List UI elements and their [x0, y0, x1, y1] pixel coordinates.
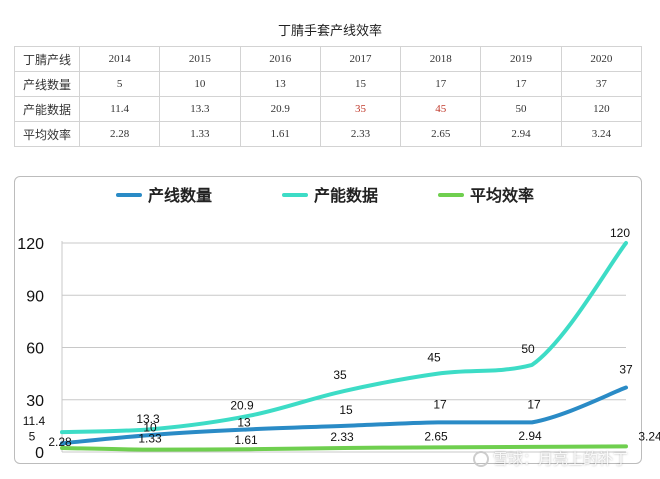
table-year-header: 2019	[480, 46, 562, 72]
table-cell: 2.33	[319, 121, 402, 147]
series-line-lines	[60, 385, 628, 446]
table-cell: 1.33	[159, 121, 241, 147]
data-label: 13.3	[136, 412, 160, 426]
table-cell: 17	[400, 71, 482, 97]
series-line-efficiency	[60, 444, 628, 452]
table-cell: 37	[560, 71, 643, 97]
table-year-header: 2014	[78, 46, 161, 72]
y-tick-label: 60	[26, 341, 44, 358]
data-label: 2.33	[330, 430, 354, 444]
data-label: 10	[143, 421, 157, 435]
data-label: 2.65	[424, 429, 448, 443]
snowball-logo-icon	[473, 450, 489, 467]
table-cell: 2.65	[400, 121, 482, 147]
table-cell: 45	[400, 96, 482, 122]
data-label: 20.9	[230, 399, 254, 413]
table-cell: 1.61	[239, 121, 321, 147]
table-cell: 2.28	[78, 121, 161, 147]
chart-frame	[14, 176, 642, 464]
watermark-text: 雪球：月亮上的补丁	[493, 450, 629, 468]
table-year-header: 2020	[560, 46, 643, 72]
watermark: 雪球：月亮上的补丁	[473, 448, 628, 469]
page-title: 丁腈手套产线效率	[277, 24, 382, 39]
data-label: 17	[433, 397, 447, 411]
table-cell: 20.9	[239, 96, 321, 122]
data-label: 2.94	[518, 429, 542, 443]
table-cell: 120	[560, 96, 643, 122]
table-cell: 2.94	[480, 121, 562, 147]
data-label: 11.4	[23, 414, 46, 428]
data-label: 2.28	[48, 435, 72, 449]
legend-label: 产线数量	[148, 186, 212, 205]
data-label: 1.61	[234, 433, 258, 447]
table-row: 平均效率 2.28 1.33 1.61 2.33 2.65 2.94 3.24	[14, 121, 643, 147]
data-label: 3.24	[638, 429, 660, 443]
data-label: 37	[619, 363, 633, 377]
data-label: 13	[237, 415, 251, 429]
table-cell: 13	[239, 71, 321, 97]
table-cell: 13.3	[159, 96, 241, 122]
table-cell: 35	[319, 96, 402, 122]
data-table: 丁腈产线 2014 2015 2016 2017 2018 2019 2020 产线数量 5 10 1…	[14, 46, 643, 147]
table-row: 产能数据 11.4 13.3 20.9 35 45 50 120	[14, 96, 643, 122]
data-label: 120	[610, 226, 630, 240]
data-label: 50	[521, 342, 535, 356]
table-corner-label: 丁腈产线	[14, 46, 80, 72]
y-tick-label: 90	[26, 288, 44, 305]
data-label: 35	[333, 368, 347, 382]
table-year-header: 2016	[239, 46, 321, 72]
table-cell: 3.24	[560, 121, 643, 147]
table-year-header: 2015	[159, 46, 241, 72]
table-row-label: 产能数据	[14, 96, 80, 122]
series-line-capacity	[60, 241, 628, 435]
y-tick-label: 120	[17, 236, 44, 253]
data-label: 45	[427, 351, 441, 365]
data-label: 17	[527, 397, 541, 411]
table-header-row: 丁腈产线 2014 2015 2016 2017 2018 2019 2020	[14, 46, 643, 72]
data-label: 15	[339, 403, 353, 417]
data-label: 5	[29, 429, 36, 443]
table-cell: 5	[78, 71, 161, 97]
y-tick-label: 0	[35, 445, 44, 462]
legend-label: 产能数据	[314, 186, 378, 205]
y-tick-label: 30	[26, 393, 44, 410]
legend-label: 平均效率	[470, 186, 534, 205]
data-label: 1.33	[138, 432, 162, 446]
table-row-label: 平均效率	[14, 121, 80, 147]
table-cell: 17	[480, 71, 562, 97]
